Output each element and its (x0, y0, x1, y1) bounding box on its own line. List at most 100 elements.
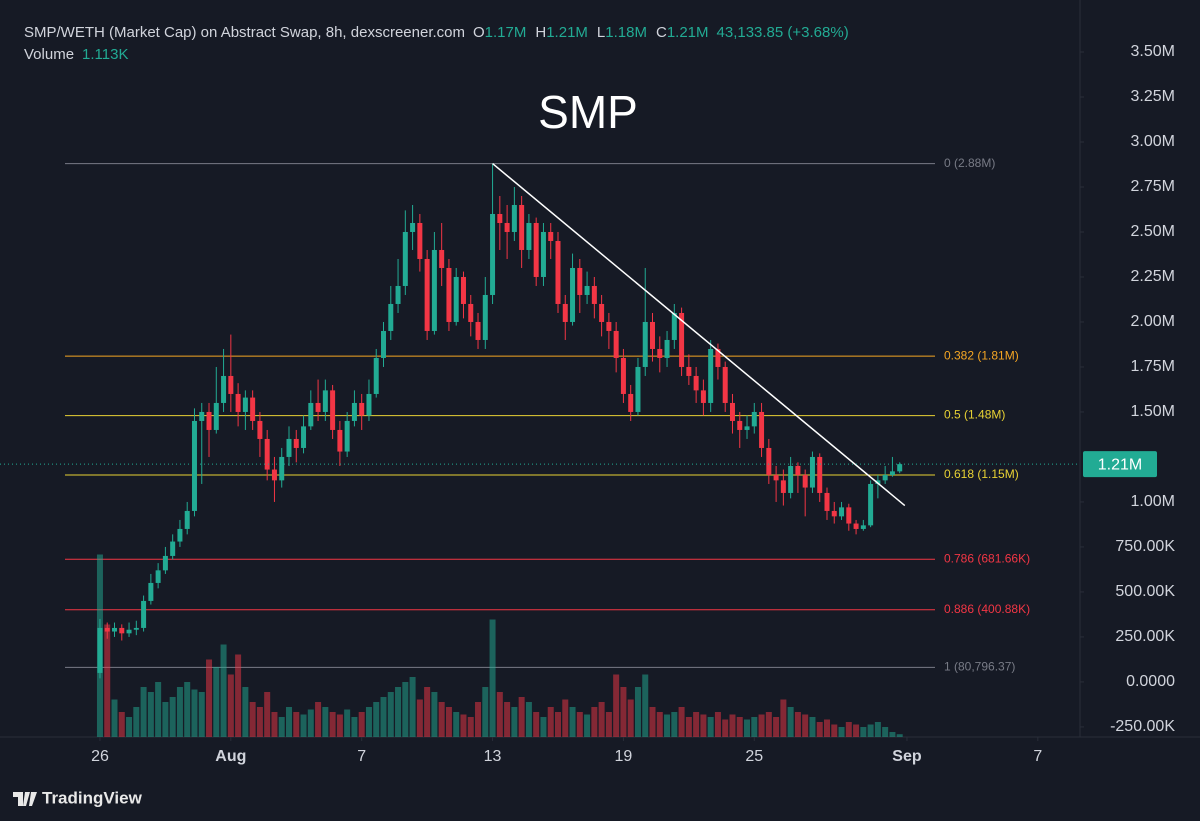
volume-bar (264, 692, 271, 737)
candle-body (599, 303, 605, 322)
volume-bar (613, 674, 620, 737)
volume-bar (547, 707, 554, 737)
candle-body (831, 510, 837, 517)
y-tick-label: -250.00K (1110, 718, 1175, 735)
volume-bar (424, 687, 431, 737)
chart-title: SMP (538, 86, 638, 138)
candle-body (671, 312, 677, 340)
y-tick-label: 2.25M (1131, 268, 1175, 285)
candle-body (97, 627, 103, 673)
candle-body (533, 222, 539, 277)
tv-logo (13, 792, 37, 806)
y-tick-label: 2.00M (1131, 313, 1175, 330)
volume-bar (765, 712, 772, 737)
volume-bar (365, 707, 372, 737)
volume-bar (126, 717, 133, 737)
volume-bar (104, 624, 111, 737)
volume-bar (729, 714, 736, 737)
volume-bar (387, 692, 394, 737)
volume-bar (816, 722, 823, 737)
change: 43,133.85 (+3.68%) (717, 24, 849, 41)
volume-bar (874, 722, 881, 737)
volume-bar (475, 702, 482, 737)
candle-body (301, 426, 307, 448)
x-tick-label: 25 (745, 748, 763, 765)
candle-body (482, 294, 488, 340)
candle-body (344, 420, 350, 452)
candle-body (141, 600, 147, 628)
candle-body (664, 339, 670, 358)
volume-bar (518, 697, 525, 737)
volume-bar (300, 714, 307, 737)
candle-body (468, 303, 474, 322)
volume-bar (438, 702, 445, 737)
candle-body (431, 249, 437, 331)
symbol: SMP/WETH (Market Cap) on Abstract Swap, … (24, 24, 465, 41)
candle-body (497, 213, 503, 223)
candle-body (657, 348, 663, 358)
ohlc-value: 1.18M (605, 24, 647, 41)
candle-body (250, 397, 256, 421)
fib-label: 0.786 (681.66K) (944, 551, 1030, 565)
volume-bar (489, 619, 496, 737)
volume-bar (220, 644, 227, 737)
volume-bar (278, 717, 285, 737)
x-tick-label: Sep (892, 748, 922, 765)
ohlc-value: 1.17M (485, 24, 527, 41)
candle-body (809, 456, 815, 488)
volume-bar (758, 714, 765, 737)
candle-body (359, 402, 365, 416)
header: SMP/WETH (Market Cap) on Abstract Swap, … (24, 24, 849, 41)
volume-bar (794, 712, 801, 737)
volume-header: Volume 1.113K (24, 46, 128, 63)
volume-bar (322, 707, 329, 737)
fib-label: 0.382 (1.81M) (944, 348, 1019, 362)
volume-bar (256, 707, 263, 737)
candle-body (708, 348, 714, 403)
candle-body (322, 390, 328, 412)
candle-body (540, 231, 546, 277)
candle-body (577, 267, 583, 295)
candle-body (351, 402, 357, 421)
volume-bar (584, 714, 591, 737)
volume-bar (714, 712, 721, 737)
candle-body (635, 366, 641, 412)
candle-body (744, 426, 750, 430)
candle-body (519, 204, 525, 250)
y-tick-label: 1.00M (1131, 493, 1175, 510)
candle-body (170, 541, 176, 556)
volume-bar (402, 682, 409, 737)
candle-body (184, 510, 190, 529)
candle-body (868, 483, 874, 526)
candle-body (700, 390, 706, 403)
candle-body (613, 330, 619, 358)
candle-body (824, 492, 830, 511)
volume-bar (889, 732, 896, 737)
y-tick-label: 1.75M (1131, 358, 1175, 375)
last-price-label: 1.21M (1098, 456, 1142, 473)
candle-body (213, 402, 219, 430)
candle-body (548, 231, 554, 241)
volume-bar (693, 712, 700, 737)
volume-bar (206, 659, 213, 737)
candle-body (773, 474, 779, 481)
ohlc-key: C (656, 24, 667, 41)
volume-bar (780, 699, 787, 737)
candle-body (126, 629, 132, 634)
candle-body (242, 397, 248, 412)
x-tick-label: 19 (615, 748, 633, 765)
y-tick-label: 1.50M (1131, 403, 1175, 420)
candle-body (693, 375, 699, 391)
brand: TradingView (42, 788, 143, 807)
volume-bar (453, 712, 460, 737)
candle-body (104, 627, 110, 632)
volume-bar (678, 707, 685, 737)
volume-bar (554, 712, 561, 737)
candle-body (417, 222, 423, 259)
volume-bar (700, 714, 707, 737)
volume-bar (722, 719, 729, 737)
candle-body (148, 582, 154, 601)
volume-bar (860, 727, 867, 737)
candle-body (853, 523, 859, 529)
